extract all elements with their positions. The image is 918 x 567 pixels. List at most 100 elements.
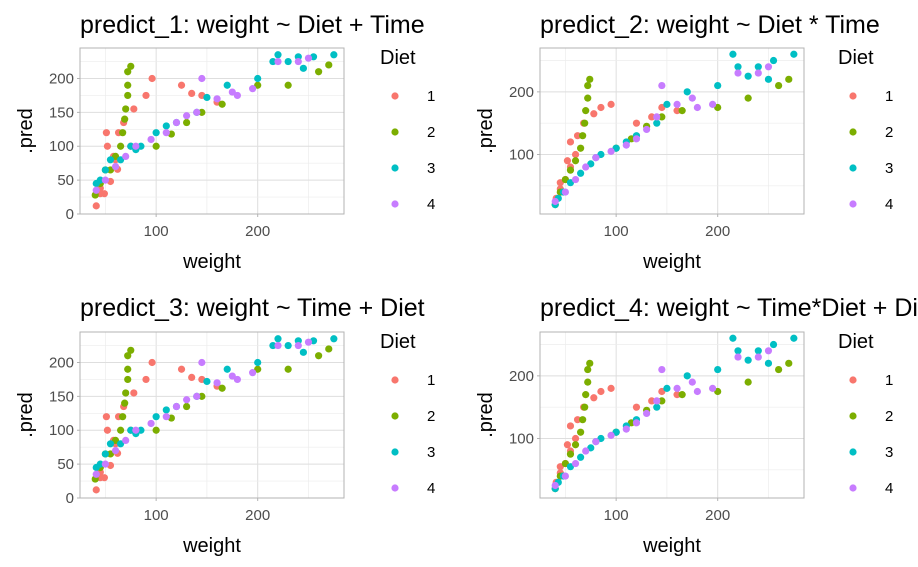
data-point-diet-4 [582,163,590,171]
data-point-diet-2 [117,142,125,150]
y-tick-label: 150 [49,104,74,121]
legend-key [391,92,399,100]
data-point-diet-2 [584,365,592,374]
data-point-diet-2 [325,61,333,69]
data-point-diet-2 [122,105,130,113]
data-point-diet-3 [330,51,338,59]
data-point-diet-2 [577,428,585,436]
data-point-diet-1 [597,103,605,112]
data-point-diet-4 [111,446,120,455]
y-tick-label: 200 [49,70,74,87]
data-point-diet-2 [106,166,115,174]
data-point-diet-4 [198,358,206,367]
data-point-diet-4 [213,95,221,103]
data-point-diet-3 [683,88,691,96]
data-point-diet-2 [284,365,292,373]
data-point-diet-3 [254,74,262,83]
data-point-diet-2 [183,402,191,411]
data-point-diet-3 [734,347,742,355]
data-point-diet-4 [172,118,181,127]
data-point-diet-4 [249,369,257,377]
data-point-diet-1 [571,434,580,443]
data-point-diet-1 [571,150,580,159]
data-point-diet-1 [92,486,100,494]
data-point-diet-4 [294,341,302,350]
data-point-diet-3 [729,334,737,342]
data-point-diet-1 [148,74,156,83]
data-point-diet-2 [566,166,575,174]
data-point-diet-1 [573,416,582,424]
data-point-diet-4 [622,141,630,149]
data-point-diet-1 [566,422,575,430]
data-point-diet-2 [785,359,793,367]
panel-border [79,47,345,215]
chart-panel-1: predict_1: weight ~ Diet + Time 100 200 0 50… [15,11,435,273]
y-tick-label: 100 [49,422,74,439]
data-point-diet-4 [673,100,681,108]
legend-label: 3 [885,444,893,461]
chart-panel-4: predict_4: weight ~ Time*Diet + Diet 100 2… [475,294,918,557]
data-point-diet-1 [563,441,572,449]
chart-panel-3: predict_3: weight ~ Time + Diet 100 200 0 50… [15,294,435,557]
data-point-diet-3 [106,156,115,164]
data-point-diet-2 [658,397,666,405]
data-point-diet-4 [304,54,313,62]
data-point-diet-1 [103,426,112,434]
data-point-diet-4 [193,108,201,116]
data-point-diet-3 [223,365,231,373]
data-point-diet-3 [152,413,160,421]
legend-key [391,376,399,384]
panel-border [539,47,805,215]
data-point-diet-3 [101,450,109,458]
legend-label: 4 [885,196,893,213]
y-tick-label: 100 [509,146,534,163]
y-tick-label: 150 [49,388,74,405]
data-point-diet-4 [582,447,590,455]
data-point-diet-1 [148,358,156,367]
data-point-diet-2 [579,132,587,140]
chart-title: predict_4: weight ~ Time*Diet + Diet [540,294,918,322]
data-point-diet-2 [152,142,160,150]
data-point-diet-1 [607,384,615,392]
data-point-diet-3 [577,453,585,461]
data-point-diet-1 [573,132,582,140]
data-point-diet-4 [734,69,742,77]
data-point-diet-3 [663,100,671,108]
data-point-diet-3 [152,129,160,137]
chart-title: predict_3: weight ~ Time + Diet [80,294,425,322]
data-point-diet-2 [121,399,129,407]
data-point-diet-4 [561,188,569,196]
data-point-diet-2 [584,94,592,102]
data-point-diet-1 [563,157,572,165]
y-tick-label: 0 [66,206,74,223]
data-point-diet-3 [162,122,170,130]
data-point-diet-1 [142,375,150,384]
data-point-diet-4 [561,472,569,480]
data-point-diet-1 [188,373,196,381]
legend-key [849,376,857,384]
data-point-diet-2 [775,365,783,374]
data-point-diet-4 [693,103,701,112]
data-point-diet-3 [274,51,282,59]
data-point-diet-3 [162,406,170,414]
legend-label: 3 [427,444,435,461]
data-point-diet-1 [92,202,100,210]
data-point-diet-3 [101,166,109,174]
data-point-diet-4 [693,387,701,396]
data-point-diet-3 [127,142,135,150]
data-point-diet-4 [754,353,762,361]
panel-border [79,331,345,499]
data-point-diet-3 [330,335,338,343]
legend-key [849,92,857,100]
data-point-diet-2 [586,75,594,83]
data-point-diet-2 [218,384,226,392]
data-point-diet-4 [92,186,100,194]
data-point-diet-3 [117,156,125,164]
data-point-diet-3 [96,460,104,468]
data-point-diet-1 [648,397,656,405]
data-point-diet-2 [254,81,262,89]
data-point-diet-2 [124,91,132,100]
data-point-diet-1 [566,138,575,146]
data-point-diet-3 [769,340,778,349]
